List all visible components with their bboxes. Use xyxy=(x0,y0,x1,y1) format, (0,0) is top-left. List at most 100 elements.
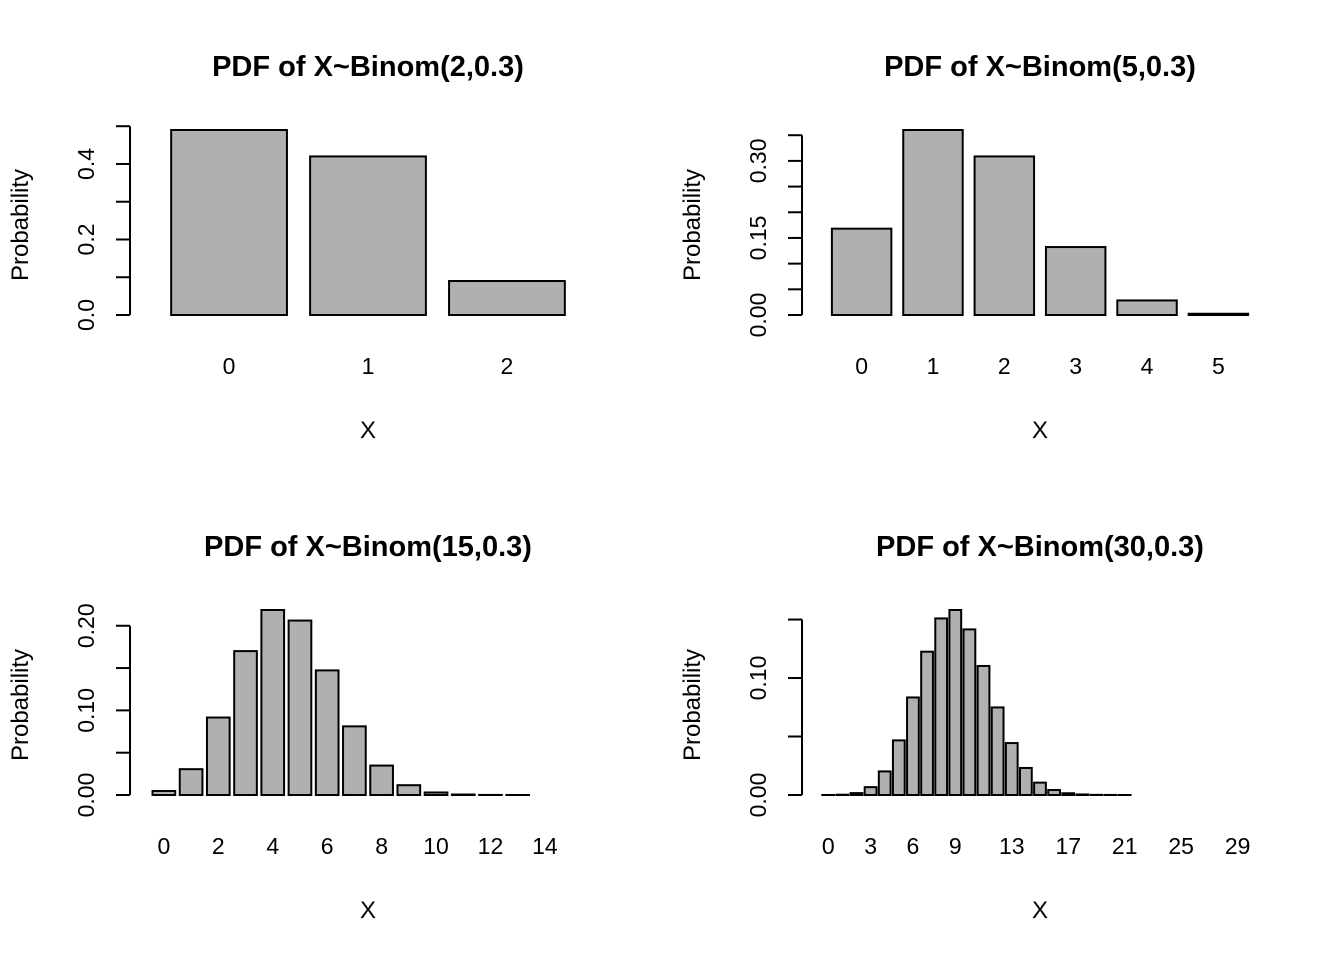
x-tick-labels: 0 1 2 xyxy=(223,353,514,379)
x-tick-label: 6 xyxy=(321,833,334,859)
bar-x-4 xyxy=(877,770,892,796)
x-tick-label: 1 xyxy=(362,353,375,379)
bar-x-7 xyxy=(920,650,934,796)
bar-x-0 xyxy=(170,129,288,316)
y-tick-label: 0.20 xyxy=(73,603,99,648)
x-tick-labels: 0 1 2 3 4 5 xyxy=(855,353,1225,379)
x-tick-label: 3 xyxy=(1069,353,1082,379)
x-tick-label: 0 xyxy=(223,353,236,379)
x-tick-label: 0 xyxy=(157,833,170,859)
bar-x-10 xyxy=(962,628,977,796)
y-tick-label: 0.2 xyxy=(73,223,99,255)
y-tick-label: 0.0 xyxy=(73,299,99,331)
x-axis-label: X xyxy=(1032,417,1048,444)
bar-x-2 xyxy=(205,716,231,797)
bar-group xyxy=(821,609,1132,797)
bar-x-9 xyxy=(948,609,963,796)
x-tick-label: 0 xyxy=(855,353,868,379)
x-tick-label: 0 xyxy=(822,833,835,859)
bar-x-2 xyxy=(973,155,1036,316)
bar-x-9 xyxy=(396,784,422,797)
bar-x-13 xyxy=(1004,742,1019,796)
x-tick-label: 6 xyxy=(907,833,920,859)
x-tick-label: 2 xyxy=(212,833,225,859)
bar-x-15 xyxy=(1033,781,1047,797)
chart-title: PDF of X~Binom(30,0.3) xyxy=(876,531,1204,563)
bar-x-2 xyxy=(849,792,864,796)
x-tick-label: 10 xyxy=(423,833,449,859)
bar-x-17 xyxy=(1061,792,1076,796)
bar-group xyxy=(170,129,566,316)
bar-x-4 xyxy=(260,609,286,796)
bar-group xyxy=(151,609,531,797)
y-tick-label: 0.10 xyxy=(73,688,99,733)
bar-x-10 xyxy=(423,791,449,796)
y-tick-label: 0.4 xyxy=(73,148,99,180)
bar-x-6 xyxy=(314,669,340,797)
x-axis-label: X xyxy=(360,897,376,924)
x-tick-label: 8 xyxy=(375,833,388,859)
y-axis-label: Probability xyxy=(679,649,706,761)
chart-panel-binom-15: PDF of X~Binom(15,0.3) X Probability 0 2 4… xyxy=(7,531,558,924)
y-axis: 0.00 0.15 0.30 xyxy=(745,134,803,338)
bar-x-5 xyxy=(1187,312,1250,316)
bar-x-0 xyxy=(830,227,893,316)
bar-x-11 xyxy=(976,664,991,797)
bar-x-6 xyxy=(906,696,920,797)
x-tick-label: 13 xyxy=(999,833,1025,859)
bar-x-3 xyxy=(1044,246,1107,316)
x-tick-label: 3 xyxy=(864,833,877,859)
y-axis: 0.0 0.2 0.4 xyxy=(73,125,131,331)
y-tick-label: 0.15 xyxy=(745,216,771,261)
chart-title: PDF of X~Binom(2,0.3) xyxy=(212,51,524,83)
bar-x-2 xyxy=(448,280,566,316)
x-axis-label: X xyxy=(1032,897,1048,924)
chart-title: PDF of X~Binom(15,0.3) xyxy=(204,531,532,563)
x-tick-label: 14 xyxy=(532,833,558,859)
x-tick-label: 25 xyxy=(1168,833,1194,859)
bar-x-4 xyxy=(1116,299,1178,317)
bar-x-18 xyxy=(1075,793,1090,797)
y-tick-label: 0.00 xyxy=(745,293,771,338)
bar-group xyxy=(830,129,1250,317)
y-tick-label: 0.00 xyxy=(73,773,99,818)
bar-x-1 xyxy=(309,155,427,316)
x-tick-label: 9 xyxy=(949,833,962,859)
x-tick-labels: 0 3 6 9 13 17 21 25 29 xyxy=(822,833,1251,859)
chart-panel-binom-30: PDF of X~Binom(30,0.3) X Probability 0 3 6… xyxy=(679,531,1250,924)
bar-x-16 xyxy=(1047,789,1061,797)
y-tick-label: 0.00 xyxy=(745,773,771,818)
chart-title: PDF of X~Binom(5,0.3) xyxy=(884,51,1196,83)
bar-x-8 xyxy=(369,764,394,797)
x-tick-label: 12 xyxy=(478,833,504,859)
x-tick-label: 29 xyxy=(1225,833,1251,859)
bar-x-3 xyxy=(233,650,258,796)
x-tick-label: 2 xyxy=(501,353,514,379)
bar-x-7 xyxy=(342,725,367,796)
bar-x-5 xyxy=(891,739,906,797)
bar-x-1 xyxy=(902,129,964,316)
x-tick-label: 5 xyxy=(1212,353,1225,379)
x-tick-label: 1 xyxy=(927,353,940,379)
x-tick-label: 2 xyxy=(998,353,1011,379)
bar-x-5 xyxy=(287,619,313,796)
bar-x-14 xyxy=(1019,766,1033,796)
x-tick-label: 17 xyxy=(1055,833,1081,859)
y-axis-label: Probability xyxy=(679,169,706,281)
x-tick-labels: 0 2 4 6 8 10 12 14 xyxy=(157,833,557,859)
y-axis-label: Probability xyxy=(7,649,34,761)
x-axis-label: X xyxy=(360,417,376,444)
y-axis: 0.00 0.10 0.20 xyxy=(73,603,131,818)
bar-x-3 xyxy=(863,786,878,797)
bar-x-8 xyxy=(934,617,949,796)
x-tick-label: 21 xyxy=(1112,833,1138,859)
bar-x-12 xyxy=(990,706,1005,796)
x-tick-label: 4 xyxy=(266,833,279,859)
bar-x-1 xyxy=(178,768,204,796)
y-axis: 0.00 0.10 xyxy=(745,618,803,818)
x-tick-label: 4 xyxy=(1141,353,1154,379)
chart-panel-binom-5: PDF of X~Binom(5,0.3) X Probability 0 1 2 3… xyxy=(679,51,1250,444)
y-tick-label: 0.30 xyxy=(745,139,771,184)
